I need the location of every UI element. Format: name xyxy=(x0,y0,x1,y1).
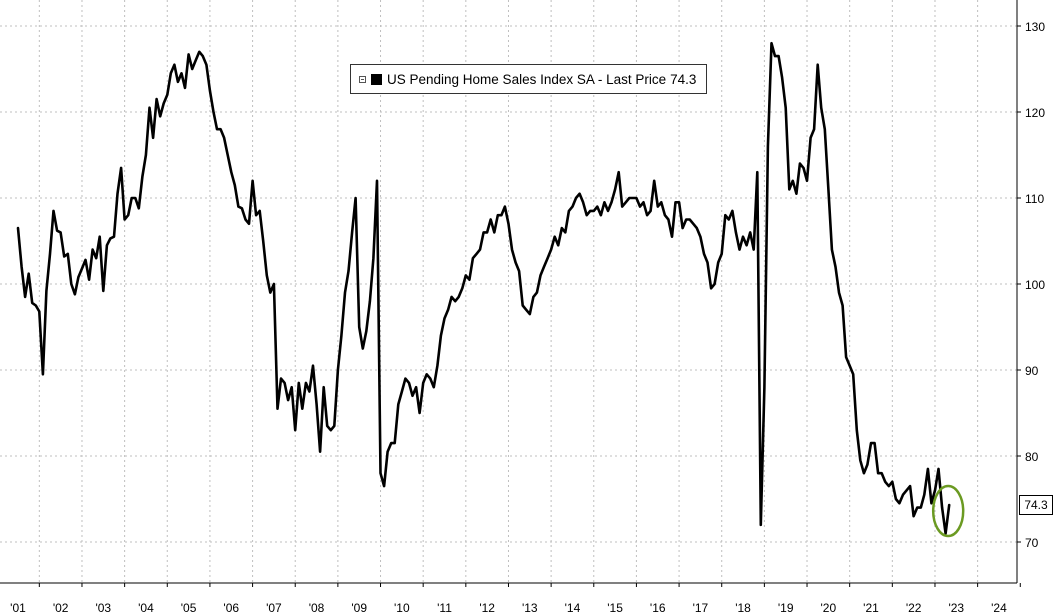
last-price-tag: 74.3 xyxy=(1019,495,1053,515)
legend-expand-icon[interactable] xyxy=(359,75,366,83)
x-tick-label: '10 xyxy=(394,601,410,615)
x-tick-label: '19 xyxy=(778,601,794,615)
x-tick-label: '07 xyxy=(266,601,282,615)
x-tick-label: '06 xyxy=(223,601,239,615)
x-tick-label: '04 xyxy=(138,601,154,615)
x-tick-label: '05 xyxy=(181,601,197,615)
x-tick-label: '11 xyxy=(437,601,452,615)
x-tick-label: '09 xyxy=(351,601,367,615)
y-tick-label: 70 xyxy=(1025,536,1039,550)
x-tick-label: '03 xyxy=(95,601,111,615)
y-tick-label: 120 xyxy=(1025,106,1045,120)
y-tick-label: 90 xyxy=(1025,364,1039,378)
legend-last-price: 74.3 xyxy=(670,71,697,87)
x-tick-label: '15 xyxy=(607,601,623,615)
x-tick-label: '22 xyxy=(906,601,922,615)
legend-series-name: US Pending Home Sales Index SA - Last Pr… xyxy=(387,71,667,87)
y-tick-label: 80 xyxy=(1025,450,1039,464)
x-tick-label: '24 xyxy=(991,601,1007,615)
y-tick-label: 100 xyxy=(1025,278,1045,292)
y-tick-label: 110 xyxy=(1025,192,1044,206)
x-tick-label: '08 xyxy=(309,601,325,615)
x-tick-label: '14 xyxy=(565,601,581,615)
highlight-circle xyxy=(931,484,965,538)
x-tick-label: '17 xyxy=(693,601,709,615)
y-tick-label: 130 xyxy=(1025,20,1045,34)
x-tick-label: '02 xyxy=(53,601,69,615)
annotation-layer xyxy=(931,484,965,538)
x-tick-label: '01 xyxy=(10,601,26,615)
legend[interactable]: US Pending Home Sales Index SA - Last Pr… xyxy=(350,64,708,94)
x-tick-label: '12 xyxy=(479,601,495,615)
x-tick-label: '21 xyxy=(863,601,879,615)
x-tick-label: '18 xyxy=(735,601,751,615)
x-tick-label: '20 xyxy=(821,601,837,615)
x-tick-label: '13 xyxy=(522,601,538,615)
x-tick-label: '23 xyxy=(948,601,964,615)
series-line xyxy=(16,41,951,535)
series-layer xyxy=(16,41,951,535)
legend-swatch-icon xyxy=(371,73,382,85)
x-tick-label: '16 xyxy=(650,601,666,615)
